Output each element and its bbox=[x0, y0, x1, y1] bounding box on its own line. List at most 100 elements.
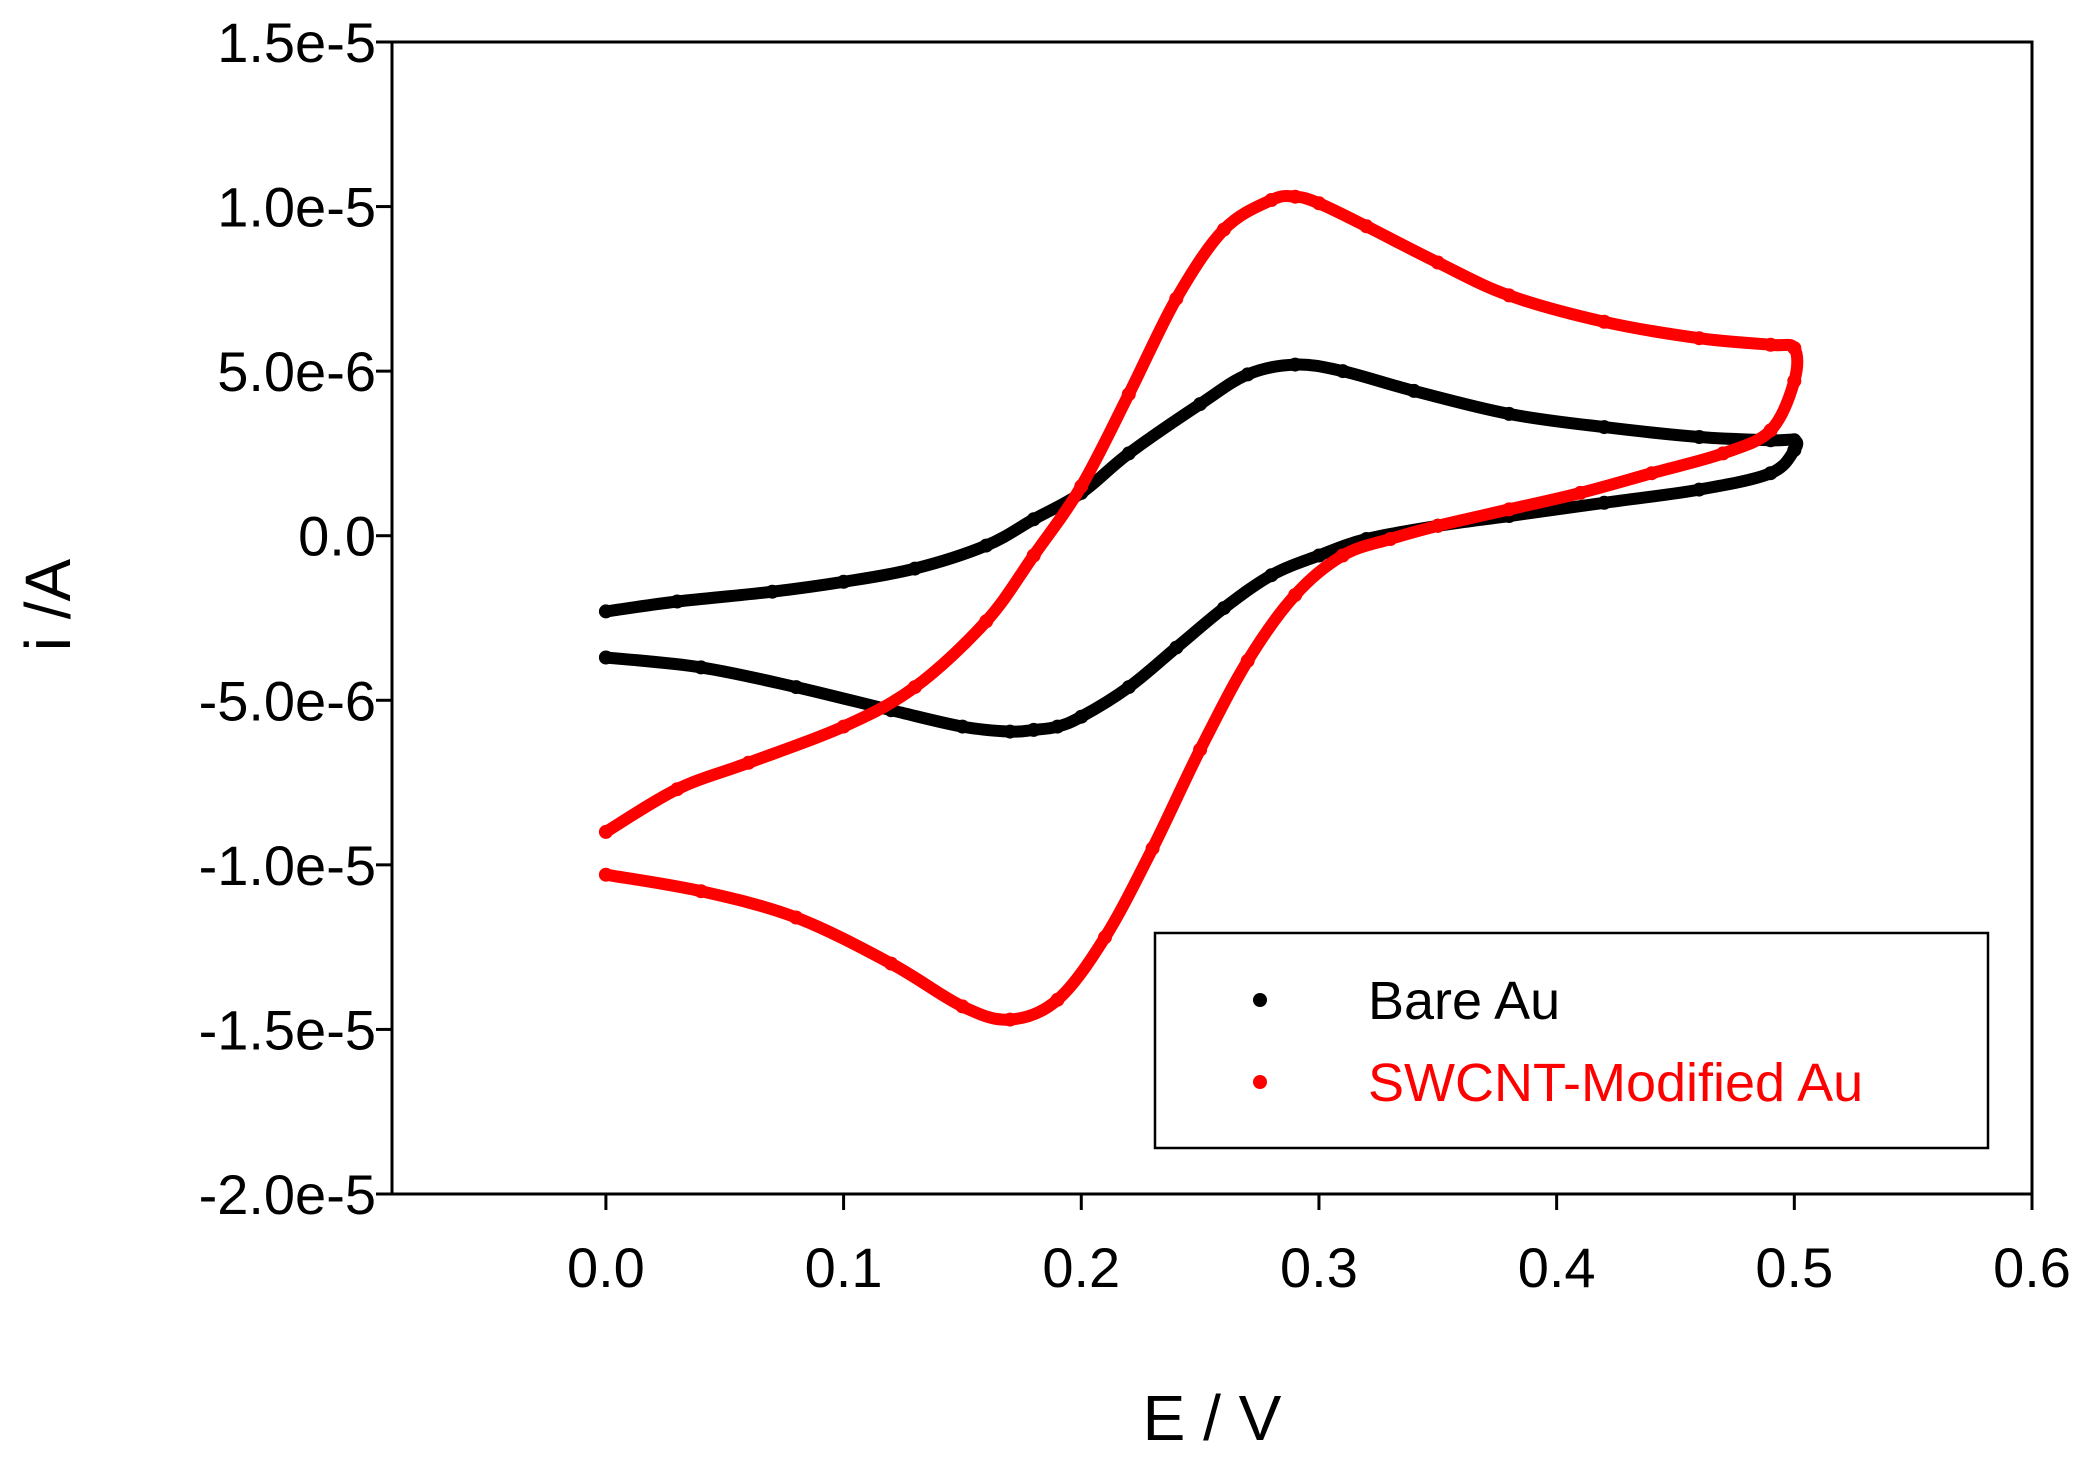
data-point bbox=[1335, 364, 1350, 379]
legend-marker-swcnt-modified-au bbox=[1253, 1075, 1267, 1089]
data-point bbox=[1383, 532, 1398, 546]
data-point bbox=[1430, 255, 1445, 270]
y-tick-label: -1.0e-5 bbox=[199, 834, 376, 897]
data-point bbox=[1312, 196, 1326, 211]
data-point bbox=[1787, 341, 1802, 356]
data-point bbox=[1288, 357, 1303, 372]
y-tick-label: 1.5e-5 bbox=[217, 11, 376, 74]
data-point bbox=[1074, 709, 1089, 724]
data-point bbox=[598, 824, 613, 839]
y-tick-label: -1.5e-5 bbox=[199, 998, 376, 1061]
data-point bbox=[1193, 742, 1208, 757]
y-axis-title: i /A bbox=[12, 558, 84, 651]
x-tick-label: 0.6 bbox=[1993, 1236, 2071, 1299]
data-point bbox=[1240, 653, 1255, 668]
data-point bbox=[1121, 680, 1136, 695]
y-axis-ticks: 1.5e-5 1.0e-5 5.0e-6 0.0 -5.0e-6 -1.0e-5 -1.5e… bbox=[199, 11, 392, 1226]
data-point bbox=[1787, 433, 1802, 448]
data-point bbox=[1264, 193, 1279, 207]
data-point bbox=[955, 719, 970, 734]
series-line bbox=[599, 358, 1804, 738]
data-point bbox=[1597, 420, 1612, 435]
data-point bbox=[1716, 446, 1730, 461]
data-point bbox=[1692, 430, 1707, 444]
data-point bbox=[670, 594, 685, 609]
data-point bbox=[1193, 397, 1208, 412]
data-point bbox=[694, 884, 708, 899]
x-tick-label: 0.2 bbox=[1042, 1236, 1120, 1299]
y-tick-label: -5.0e-6 bbox=[199, 669, 376, 732]
data-point bbox=[884, 956, 899, 971]
plot-frame bbox=[390, 40, 2034, 1196]
data-point bbox=[1121, 387, 1136, 402]
data-point bbox=[1145, 841, 1160, 856]
data-point bbox=[1692, 482, 1707, 497]
data-point bbox=[1169, 640, 1184, 655]
data-point bbox=[1026, 548, 1041, 563]
data-point bbox=[789, 680, 804, 695]
data-point bbox=[1407, 383, 1421, 398]
data-point bbox=[1050, 992, 1065, 1007]
data-point bbox=[1763, 337, 1778, 352]
data-point bbox=[979, 538, 994, 553]
x-axis-ticks: 0.0 0.1 0.2 0.3 0.4 0.5 0.6 bbox=[567, 1194, 2071, 1299]
data-point bbox=[1359, 219, 1374, 234]
series-swcnt-modified-au bbox=[598, 189, 1804, 1027]
series-line bbox=[599, 190, 1804, 1026]
x-axis-title: E / V bbox=[1143, 1382, 1282, 1454]
data-point bbox=[1026, 512, 1041, 527]
data-point bbox=[1787, 443, 1802, 458]
y-tick-label: -2.0e-5 bbox=[199, 1163, 376, 1226]
x-tick-label: 0.5 bbox=[1755, 1236, 1833, 1299]
data-point bbox=[1003, 1012, 1017, 1027]
data-point bbox=[765, 584, 780, 599]
data-point bbox=[789, 910, 804, 925]
data-point bbox=[670, 782, 685, 797]
data-point bbox=[1074, 479, 1089, 494]
data-point bbox=[1312, 548, 1326, 563]
data-point bbox=[1003, 724, 1017, 739]
legend-box bbox=[1153, 931, 1990, 1150]
series-layer bbox=[598, 189, 1804, 1027]
data-point bbox=[1502, 502, 1517, 517]
data-point bbox=[1644, 466, 1659, 481]
legend-label-swcnt-modified-au: SWCNT-Modified Au bbox=[1368, 1053, 1863, 1113]
data-point bbox=[907, 680, 922, 695]
data-point bbox=[1216, 601, 1231, 616]
data-point bbox=[1240, 367, 1255, 382]
legend-marker-bare-au bbox=[1253, 993, 1267, 1007]
data-point bbox=[1335, 548, 1350, 563]
data-point bbox=[1502, 406, 1517, 421]
data-point bbox=[694, 660, 708, 675]
data-point bbox=[1787, 374, 1802, 388]
data-point bbox=[1502, 288, 1517, 303]
data-point bbox=[1288, 189, 1303, 204]
data-point bbox=[1288, 588, 1303, 602]
data-point bbox=[1763, 466, 1778, 481]
data-point bbox=[1597, 495, 1612, 510]
data-point bbox=[1050, 719, 1065, 734]
data-point bbox=[1763, 423, 1778, 438]
data-point bbox=[741, 755, 756, 770]
data-point bbox=[979, 614, 994, 629]
x-tick-label: 0.3 bbox=[1280, 1236, 1358, 1299]
legend: Bare Au SWCNT-Modified Au bbox=[1153, 931, 1990, 1150]
data-point bbox=[1121, 446, 1136, 461]
data-point bbox=[598, 604, 613, 619]
data-point bbox=[1597, 314, 1612, 329]
y-tick-label: 1.0e-5 bbox=[217, 176, 376, 239]
data-point bbox=[598, 650, 613, 665]
data-point bbox=[836, 719, 851, 734]
data-point bbox=[1430, 518, 1445, 533]
data-point bbox=[907, 561, 922, 576]
x-tick-label: 0.4 bbox=[1518, 1236, 1596, 1299]
x-tick-label: 0.1 bbox=[805, 1236, 883, 1299]
data-point bbox=[1169, 291, 1184, 306]
legend-label-bare-au: Bare Au bbox=[1368, 971, 1560, 1031]
x-tick-label: 0.0 bbox=[567, 1236, 645, 1299]
data-point bbox=[1264, 568, 1279, 583]
data-point bbox=[1098, 930, 1112, 945]
data-point bbox=[955, 999, 970, 1014]
data-point bbox=[1216, 222, 1231, 237]
